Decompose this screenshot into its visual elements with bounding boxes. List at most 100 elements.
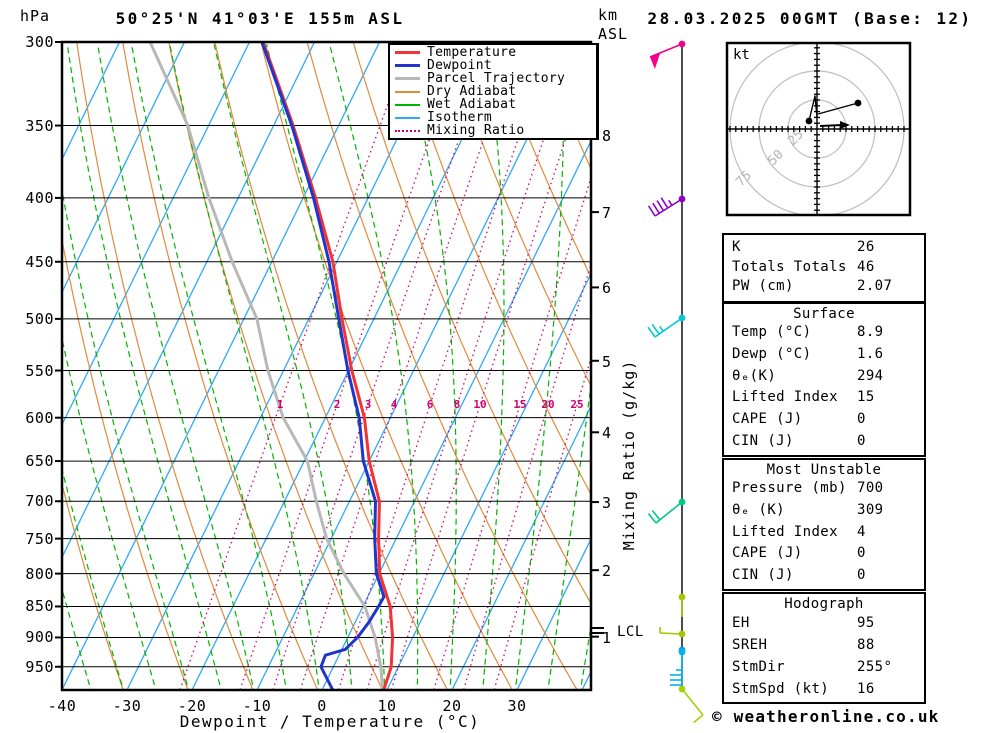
wet-adiabat-line xyxy=(547,380,591,690)
wind-barb-column xyxy=(647,40,704,724)
km-axis-label: 7 xyxy=(602,204,612,222)
mixing-ratio-line xyxy=(390,59,591,690)
x-axis-title: Dewpoint / Temperature (°C) xyxy=(179,712,481,731)
hodograph-trace xyxy=(808,95,818,122)
wet-adiabat-line xyxy=(213,44,353,690)
mixing-ratio-label: 8 xyxy=(453,398,461,411)
wet-adiabat-line xyxy=(266,44,386,690)
temp-axis-label: 20 xyxy=(442,697,462,715)
table-row: Pressure (mb) 700 xyxy=(724,478,924,500)
isotherm-line xyxy=(62,42,381,690)
table-row-label: Pressure (mb) xyxy=(732,480,847,496)
temp-axis-label: -20 xyxy=(177,697,207,715)
legend-line-sample xyxy=(395,129,420,132)
wet-adiabat-line xyxy=(169,44,320,690)
isotherm-line xyxy=(62,42,251,427)
table-row: Temp (°C) 8.9 xyxy=(724,322,924,344)
table-row-label: EH xyxy=(732,615,750,631)
wet-adiabat-line xyxy=(62,187,190,690)
table-title: Most Unstable xyxy=(766,462,882,478)
wet-adiabat-line xyxy=(514,44,565,690)
temp-axis-label: -10 xyxy=(242,697,272,715)
wet-adiabat-line xyxy=(62,336,157,690)
pressure-axis-label: 350 xyxy=(25,117,54,135)
wind-barb xyxy=(647,498,686,524)
dry-adiabat-line xyxy=(490,42,591,279)
legend-line-sample xyxy=(395,64,420,67)
legend-item-label: Isotherm xyxy=(427,110,493,125)
hodograph-border xyxy=(725,41,912,217)
legend-item: Mixing Ratio xyxy=(395,123,596,138)
mixing-ratio-axis-title: Mixing Ratio (g/kg) xyxy=(620,359,638,551)
table-row-value: 700 xyxy=(857,480,884,496)
wet-adiabat-line xyxy=(482,44,505,690)
isotherm-line xyxy=(62,42,316,559)
dry-adiabat-line xyxy=(62,237,189,690)
table-row-label: CAPE (J) xyxy=(732,545,803,562)
table-row: CAPE (J) 0 xyxy=(724,543,924,565)
indices-table: Hodograph EH 95 SREH 88 StmDir 255° StmSpd (kt)… xyxy=(722,592,926,704)
table-row-value: 88 xyxy=(857,637,875,653)
storm-motion-arrowhead xyxy=(840,121,850,129)
table-row: SREH 88 xyxy=(724,634,924,656)
table-row-value: 0 xyxy=(857,411,866,428)
km-axis-label: 4 xyxy=(602,424,612,442)
wet-adiabat-line xyxy=(329,44,419,690)
pressure-axis-label: 500 xyxy=(25,310,54,328)
legend-item-label: Dry Adiabat xyxy=(427,84,517,99)
indices-table: Most Unstable Pressure (mb) 700 θₑ (K) 309 Li… xyxy=(722,458,926,591)
parcel-trajectory-curve xyxy=(148,42,385,690)
table-row: PW (cm) 2.07 xyxy=(724,277,924,297)
pressure-axis-label: 650 xyxy=(25,452,54,470)
wind-barb xyxy=(647,195,686,217)
hodograph-trace-dot xyxy=(805,117,813,125)
legend-item-label: Wet Adiabat xyxy=(427,97,517,112)
datetime-title: 28.03.2025 00GMT (Base: 12) xyxy=(647,9,973,28)
table-row-value: 26 xyxy=(857,239,875,255)
table-row: K 26 xyxy=(724,238,924,258)
legend-item: Wet Adiabat xyxy=(395,97,596,112)
pressure-axis-label: 950 xyxy=(25,658,54,676)
table-row-value: 255° xyxy=(857,659,893,675)
table-row-value: 309 xyxy=(857,501,884,518)
wind-barb xyxy=(678,593,686,617)
table-row: Lifted Index 15 xyxy=(724,387,924,409)
table-row-label: Temp (°C) xyxy=(732,324,812,340)
wind-barb xyxy=(670,648,686,686)
km-axis-label: 3 xyxy=(602,494,612,512)
station-title: 50°25'N 41°03'E 155m ASL xyxy=(115,9,405,28)
isotherm-line xyxy=(62,42,186,294)
wet-adiabat-line xyxy=(130,44,288,690)
mixing-ratio-label: 2 xyxy=(333,398,341,411)
pressure-unit-label: hPa xyxy=(20,7,51,25)
legend-item: Isotherm xyxy=(395,110,596,125)
copyright-text: © weatheronline.co.uk xyxy=(712,707,940,726)
mixing-ratio-label: 20 xyxy=(541,398,555,411)
mixing-ratio-line xyxy=(179,43,411,690)
table-title: Surface xyxy=(793,306,855,322)
km-axis-label: 8 xyxy=(602,127,612,145)
wet-adiabat-line xyxy=(403,44,457,690)
table-row-label: CIN (J) xyxy=(732,567,794,584)
legend-item-label: Dewpoint xyxy=(427,58,493,73)
isotherm-line xyxy=(321,139,591,690)
legend-item: Dry Adiabat xyxy=(395,84,596,99)
legend-line-sample xyxy=(395,103,420,106)
table-row: Dewp (°C) 1.6 xyxy=(724,344,924,366)
table-row-label: SREH xyxy=(732,637,768,653)
table-row: Lifted Index 4 xyxy=(724,522,924,544)
hodograph-trace xyxy=(817,102,859,115)
mixing-ratio-label: 10 xyxy=(473,398,487,411)
dry-adiabat-line xyxy=(444,42,591,388)
wind-barb xyxy=(649,40,686,70)
table-row-label: StmSpd (kt) xyxy=(732,681,830,697)
km-axis-label: 6 xyxy=(602,279,612,297)
dry-adiabat-line xyxy=(76,42,254,690)
wind-barb xyxy=(659,626,686,638)
table-row: CAPE (J) 0 xyxy=(724,409,924,431)
mixing-ratio-label: 15 xyxy=(513,398,527,411)
storm-motion-arrow xyxy=(819,124,843,127)
table-row: Totals Totals 46 xyxy=(724,258,924,278)
mixing-ratio-line xyxy=(299,43,518,690)
